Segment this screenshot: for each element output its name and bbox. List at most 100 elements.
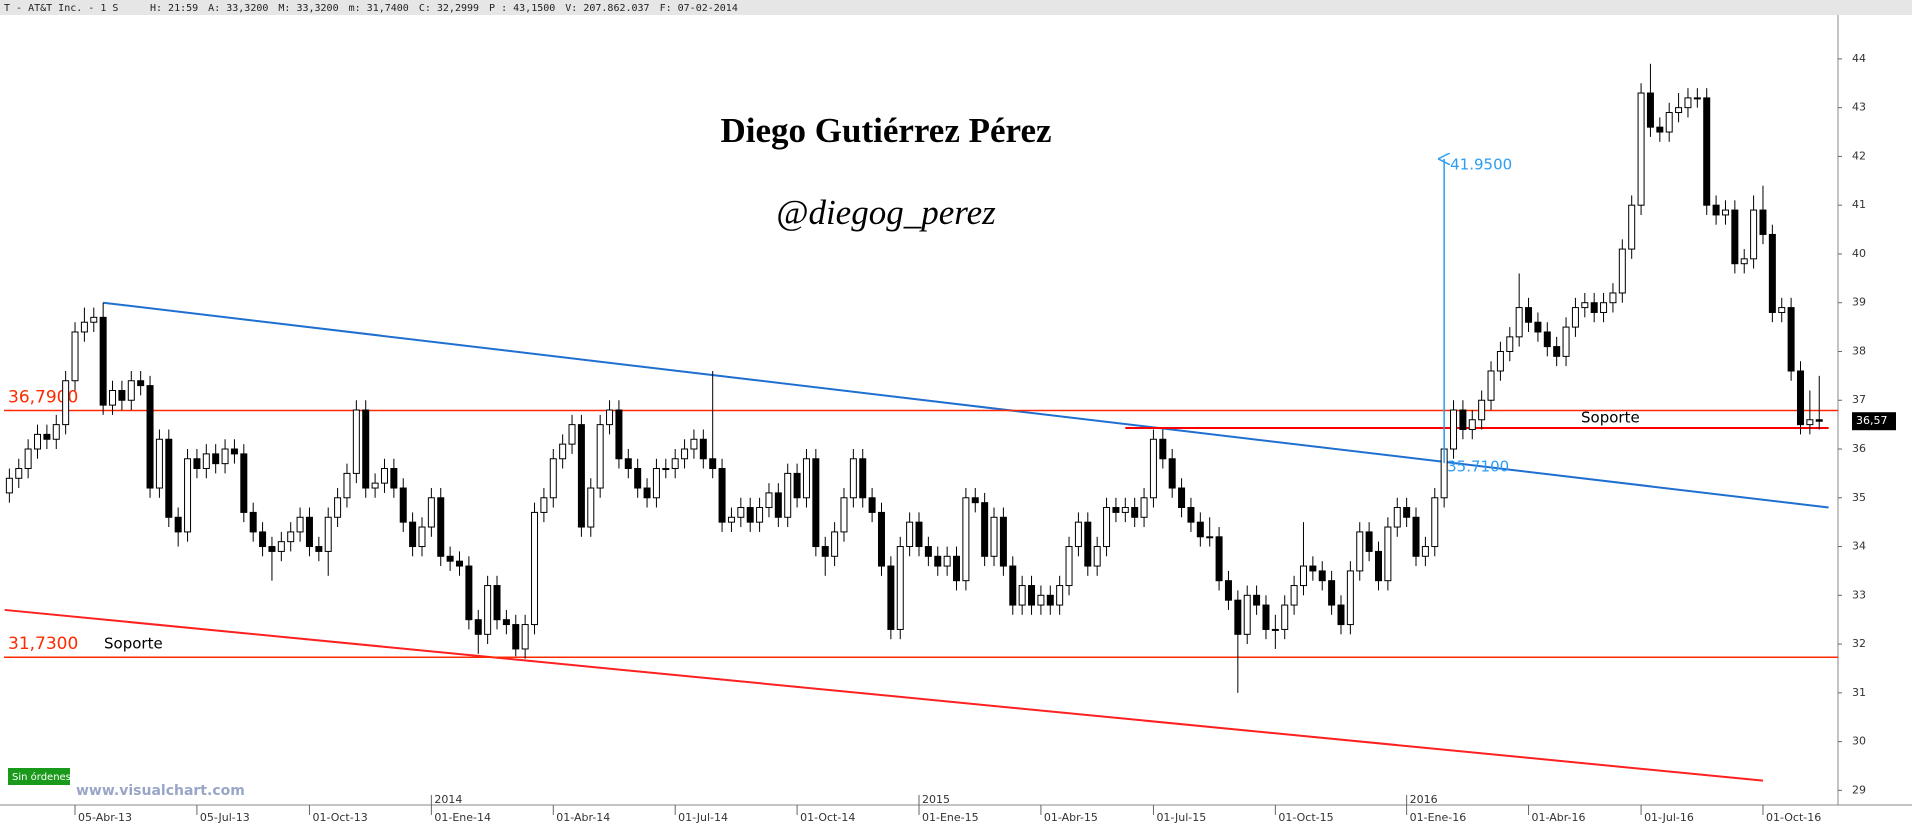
x-tick-label: 01-Oct-14 [800, 811, 855, 824]
candle-body [118, 389, 126, 401]
candle-body [165, 438, 173, 518]
candle-body [1431, 497, 1439, 548]
candle-body [1712, 204, 1720, 216]
y-tick-label: 41 [1852, 198, 1866, 211]
x-tick-label: 01-Oct-16 [1766, 811, 1821, 824]
candle-body [409, 521, 417, 548]
y-tick-label: 30 [1852, 735, 1866, 748]
candle-body [793, 472, 801, 499]
candle-body [1046, 594, 1054, 606]
x-tick-label: 01-Abr-15 [1044, 811, 1098, 824]
candle-body [127, 380, 135, 401]
x-tick-label: 01-Ene-15 [922, 811, 979, 824]
candle-body [840, 497, 848, 533]
candle-body [193, 458, 201, 470]
level-label: 31,7300 [8, 634, 78, 654]
candle-body [718, 468, 726, 523]
candle-body [681, 448, 689, 460]
candle-body [1224, 580, 1232, 601]
candle-body [324, 516, 332, 552]
candle-body [577, 424, 585, 528]
candle-body [831, 531, 839, 557]
candle-body [1018, 585, 1026, 606]
status-text: Sin órdenes [12, 771, 71, 783]
candle-body [1299, 565, 1307, 587]
candle-body [1778, 307, 1786, 313]
candle-body [1581, 302, 1589, 309]
candle-body [1543, 331, 1551, 348]
last-price-label: 36,57 [1856, 414, 1888, 427]
candle-body [1731, 209, 1739, 265]
y-tick-label: 40 [1852, 247, 1866, 260]
candle-body [1009, 565, 1017, 606]
y-tick-label: 29 [1852, 783, 1866, 796]
candle-body [1721, 209, 1729, 216]
header-field: P : 43,1500 [489, 3, 555, 14]
candle-body [315, 546, 323, 552]
candle-body [1815, 419, 1823, 422]
candle-body [1684, 97, 1692, 109]
candle-body [906, 521, 914, 548]
candle-body [1787, 307, 1795, 372]
candle-body [531, 511, 539, 626]
candle-body [774, 492, 782, 518]
candle-body [1553, 346, 1561, 357]
candle-body [502, 619, 510, 626]
candle-body [362, 409, 370, 489]
candle-body [184, 458, 192, 533]
candle-body [90, 316, 98, 323]
candle-body [1768, 233, 1776, 313]
candle-body [446, 555, 454, 562]
candle-body [1590, 302, 1598, 313]
candle-body [699, 438, 707, 460]
candle-body [99, 316, 107, 406]
candle-body [259, 531, 267, 548]
candle-body [1796, 370, 1804, 426]
year-tick-label: 2015 [922, 793, 950, 806]
y-tick-label: 32 [1852, 637, 1866, 650]
candle-body [202, 453, 210, 470]
candle-body [155, 438, 163, 489]
candle-body [1253, 594, 1261, 606]
candle-body [1562, 326, 1570, 357]
candle-body [999, 516, 1007, 567]
candle-body [1178, 487, 1186, 509]
header-field: A: 33,3200 [208, 3, 268, 14]
candle-body [1609, 292, 1617, 304]
candle-body [1525, 307, 1533, 323]
candle-body [868, 497, 876, 513]
header-bar [0, 0, 1912, 15]
candle-body [934, 555, 942, 567]
candle-body [1393, 507, 1401, 528]
x-tick-label: 05-Jul-13 [200, 811, 250, 824]
candle-body [877, 511, 885, 567]
candle-body [1450, 409, 1458, 450]
candle-body [1703, 97, 1711, 206]
candle-body [615, 409, 623, 460]
candle-body [390, 468, 398, 489]
y-tick-label: 43 [1852, 101, 1866, 114]
candle-body [1337, 604, 1345, 626]
candle-body [1187, 507, 1195, 523]
last-price-box [1852, 412, 1896, 431]
candle-body [1346, 570, 1354, 626]
candle-body [1028, 585, 1036, 606]
level-note: Soporte [104, 635, 163, 653]
candle-body [1234, 599, 1242, 635]
candle-body [1468, 419, 1476, 431]
candle-body [1740, 258, 1748, 265]
candle-body [652, 468, 660, 499]
support-label: Soporte [1581, 409, 1640, 427]
candle-body [437, 497, 445, 557]
candle-body [1478, 399, 1486, 421]
candle-body [849, 458, 857, 499]
candle-body [727, 516, 735, 523]
candle-body [802, 458, 810, 499]
candle-body [587, 487, 595, 528]
candle-body [352, 409, 360, 474]
candle-body [1656, 126, 1664, 133]
y-tick-label: 44 [1852, 52, 1866, 65]
candle-body [962, 497, 970, 582]
x-tick-label: 01-Jul-16 [1644, 811, 1694, 824]
candle-body [821, 546, 829, 557]
